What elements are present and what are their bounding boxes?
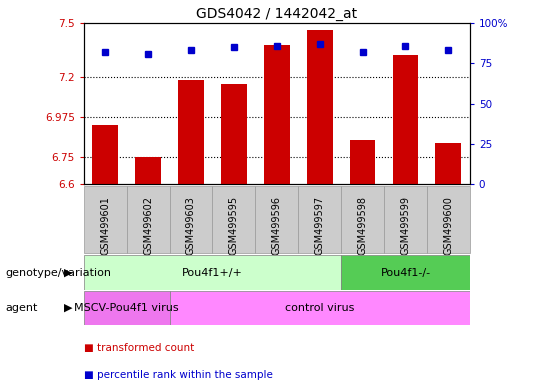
Bar xyxy=(170,291,470,325)
Bar xyxy=(384,186,427,253)
Bar xyxy=(212,186,255,253)
Bar xyxy=(264,45,289,184)
Bar xyxy=(84,255,341,290)
Bar xyxy=(135,157,161,184)
Text: ▶: ▶ xyxy=(64,268,73,278)
Bar xyxy=(393,55,418,184)
Text: genotype/variation: genotype/variation xyxy=(5,268,111,278)
Bar xyxy=(92,125,118,184)
Bar xyxy=(298,186,341,253)
Title: GDS4042 / 1442042_at: GDS4042 / 1442042_at xyxy=(196,7,357,21)
Text: ■ percentile rank within the sample: ■ percentile rank within the sample xyxy=(84,370,273,380)
Bar xyxy=(170,186,212,253)
Bar xyxy=(255,186,298,253)
Bar xyxy=(221,84,247,184)
Text: GSM499596: GSM499596 xyxy=(272,196,282,255)
Bar xyxy=(84,186,126,253)
Text: Pou4f1-/-: Pou4f1-/- xyxy=(380,268,430,278)
Text: GSM499603: GSM499603 xyxy=(186,196,196,255)
Text: ▶: ▶ xyxy=(64,303,73,313)
Bar xyxy=(307,30,333,184)
Bar xyxy=(427,186,470,253)
Text: GSM499601: GSM499601 xyxy=(100,196,110,255)
Text: control virus: control virus xyxy=(285,303,354,313)
Text: agent: agent xyxy=(5,303,38,313)
Text: GSM499602: GSM499602 xyxy=(143,196,153,255)
Bar xyxy=(350,139,375,184)
Text: GSM499595: GSM499595 xyxy=(229,196,239,255)
Bar xyxy=(435,143,461,184)
Bar xyxy=(341,186,384,253)
Text: MSCV-Pou4f1 virus: MSCV-Pou4f1 virus xyxy=(75,303,179,313)
Text: GSM499597: GSM499597 xyxy=(315,196,325,255)
Text: GSM499600: GSM499600 xyxy=(443,196,454,255)
Bar xyxy=(84,291,170,325)
Text: GSM499599: GSM499599 xyxy=(401,196,410,255)
Bar xyxy=(341,255,470,290)
Bar xyxy=(178,80,204,184)
Text: ■ transformed count: ■ transformed count xyxy=(84,343,194,353)
Text: Pou4f1+/+: Pou4f1+/+ xyxy=(182,268,243,278)
Bar xyxy=(126,186,170,253)
Text: GSM499598: GSM499598 xyxy=(357,196,368,255)
